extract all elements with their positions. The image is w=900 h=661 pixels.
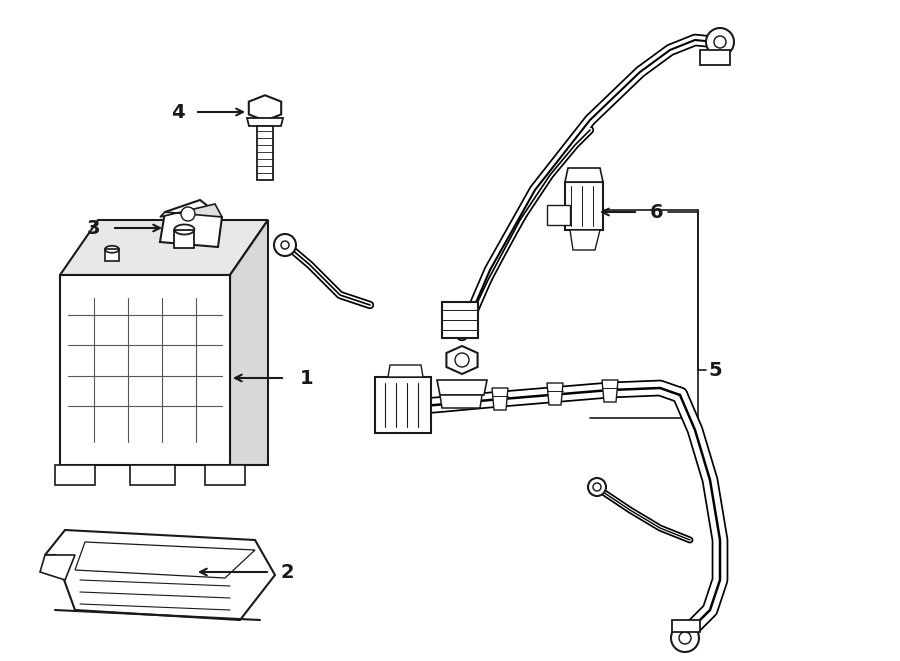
Text: 3: 3 <box>86 219 100 237</box>
Circle shape <box>588 478 606 496</box>
Polygon shape <box>700 50 730 65</box>
Polygon shape <box>672 620 700 632</box>
Polygon shape <box>437 380 487 395</box>
Text: 6: 6 <box>650 202 663 221</box>
Polygon shape <box>547 383 563 405</box>
Polygon shape <box>492 388 508 410</box>
Text: 5: 5 <box>708 360 722 379</box>
Polygon shape <box>565 182 603 230</box>
Circle shape <box>181 207 195 221</box>
Circle shape <box>593 483 601 491</box>
Polygon shape <box>547 205 570 225</box>
Polygon shape <box>75 542 255 578</box>
Polygon shape <box>388 365 423 377</box>
Text: 2: 2 <box>280 563 293 582</box>
Polygon shape <box>60 275 230 465</box>
Polygon shape <box>205 465 245 485</box>
Polygon shape <box>565 168 603 182</box>
Polygon shape <box>446 346 478 374</box>
Polygon shape <box>247 118 283 126</box>
Circle shape <box>274 234 296 256</box>
Circle shape <box>706 28 734 56</box>
Polygon shape <box>602 380 618 402</box>
Polygon shape <box>440 395 482 408</box>
Polygon shape <box>130 465 175 485</box>
Polygon shape <box>230 220 268 465</box>
Polygon shape <box>45 530 275 620</box>
Polygon shape <box>160 200 222 247</box>
Polygon shape <box>257 126 273 180</box>
Polygon shape <box>248 95 281 121</box>
Polygon shape <box>375 377 431 433</box>
Polygon shape <box>175 229 194 247</box>
Text: 4: 4 <box>171 102 185 122</box>
Polygon shape <box>40 555 75 580</box>
Polygon shape <box>442 302 478 338</box>
Circle shape <box>679 632 691 644</box>
Circle shape <box>671 624 699 652</box>
Circle shape <box>455 353 469 367</box>
Circle shape <box>714 36 726 48</box>
Polygon shape <box>60 220 268 275</box>
Polygon shape <box>105 249 119 261</box>
Polygon shape <box>55 465 95 485</box>
Polygon shape <box>570 230 600 250</box>
Text: 1: 1 <box>300 368 313 387</box>
Polygon shape <box>160 204 222 217</box>
Circle shape <box>281 241 289 249</box>
